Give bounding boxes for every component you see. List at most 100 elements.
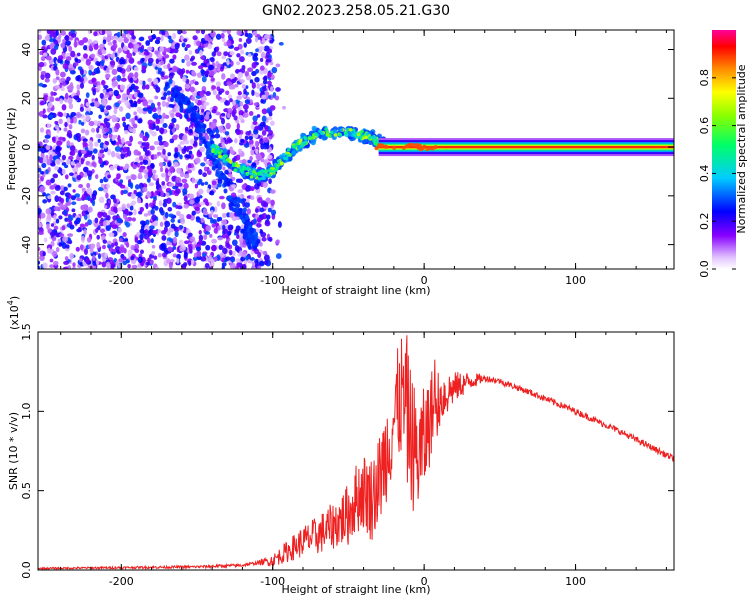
heatmap-track-cell — [234, 162, 239, 166]
heatmap-noise-cell — [133, 43, 140, 49]
heatmap-noise-cell — [199, 146, 205, 153]
heatmap-track-cell — [339, 128, 344, 132]
heatmap-noise-cell — [119, 58, 124, 65]
colorbar-ticks: 0.0 0.2 0.4 0.6 0.8 — [698, 69, 736, 278]
heatmap-noise-cell — [222, 247, 228, 255]
heatmap-noise-cell — [54, 120, 59, 125]
heatmap-noise-cell — [129, 135, 134, 143]
heatmap-noise-cell — [104, 140, 108, 145]
heatmap-noise-cell — [99, 149, 105, 154]
heatmap-noise-cell — [201, 96, 208, 102]
heatmap-noise-cell — [69, 252, 74, 260]
heatmap-track-cell — [300, 144, 305, 148]
heatmap-noise-cell — [209, 190, 215, 196]
heatmap-noise-cell — [146, 190, 151, 198]
heatmap-noise-cell — [241, 93, 247, 98]
heatmap-noise-cell — [173, 152, 179, 159]
heatmap-noise-cell — [239, 101, 244, 107]
heatmap-noise-cell — [238, 237, 244, 243]
heatmap-noise-cell — [99, 142, 105, 149]
heatmap-noise-cell — [209, 233, 213, 238]
heatmap-noise-cell — [164, 220, 171, 228]
heatmap-noise-cell — [196, 250, 202, 258]
heatmap-noise-cell — [251, 261, 256, 267]
heatmap-noise-cell — [42, 52, 48, 57]
heatmap-noise-cell — [150, 102, 156, 110]
heatmap-noise-cell — [142, 107, 148, 112]
heatmap-track-cell — [267, 173, 272, 178]
heatmap-noise-cell — [69, 118, 74, 124]
heatmap-noise-cell — [249, 257, 255, 261]
heatmap-noise-cell — [203, 101, 210, 106]
heatmap-noise-cell — [121, 116, 126, 122]
heatmap-noise-cell — [275, 239, 280, 244]
heatmap-noise-cell — [170, 112, 175, 119]
heatmap-noise-cell — [52, 173, 59, 179]
heatmap-noise-cell — [189, 199, 195, 205]
heatmap-noise-cell — [188, 50, 193, 55]
heatmap-noise-cell — [76, 84, 81, 91]
heatmap-noise-cell — [259, 82, 265, 87]
heatmap-noise-cell — [122, 121, 127, 128]
heatmap-noise-cell — [182, 134, 188, 142]
heatmap-noise-cell — [236, 30, 242, 36]
heatmap-noise-cell — [138, 36, 144, 42]
heatmap-track-cell — [311, 134, 316, 139]
heatmap-noise-cell — [264, 220, 271, 227]
heatmap-noise-cell — [64, 256, 69, 261]
heatmap-noise-cell — [141, 65, 147, 71]
heatmap-track-cell — [236, 198, 241, 203]
heatmap-noise-cell — [83, 228, 87, 236]
heatmap-noise-cell — [39, 185, 46, 193]
heatmap-noise-cell — [233, 115, 238, 121]
heatmap-noise-cell — [148, 182, 155, 187]
heatmap-noise-cell — [65, 40, 71, 46]
heatmap-noise-cell — [66, 117, 71, 124]
heatmap-noise-cell — [188, 260, 192, 266]
heatmap-noise-cell — [117, 182, 123, 187]
heatmap-noise-cell — [49, 154, 53, 162]
heatmap-noise-cell — [83, 248, 89, 255]
heatmap-noise-cell — [80, 158, 84, 165]
heatmap-noise-cell — [111, 68, 118, 76]
heatmap-noise-cell — [61, 104, 67, 111]
heatmap-noise-cell — [103, 84, 109, 89]
heatmap-noise-cell — [61, 168, 66, 175]
heatmap-noise-cell — [142, 159, 149, 165]
heatmap-noise-cell — [109, 165, 115, 171]
heatmap-noise-cell — [48, 114, 54, 119]
heatmap-noise-cell — [57, 238, 62, 244]
heatmap-noise-cell — [140, 224, 145, 231]
heatmap-noise-cell — [53, 225, 59, 231]
heatmap-noise-cell — [172, 108, 176, 113]
heatmap-noise-cell — [173, 47, 179, 54]
heatmap-track-cell — [276, 163, 281, 167]
heatmap-noise-cell — [123, 209, 129, 214]
heatmap-noise-cell — [251, 162, 257, 166]
heatmap-track-cell — [257, 177, 262, 181]
heatmap-noise-cell — [277, 221, 282, 228]
heatmap-noise-cell — [215, 81, 222, 87]
heatmap-noise-cell — [45, 179, 52, 186]
heatmap-track-cell — [430, 146, 435, 151]
heatmap-track-cell — [184, 113, 189, 119]
heatmap-cells — [38, 30, 674, 269]
heatmap-noise-cell — [113, 202, 118, 208]
heatmap-noise-cell — [167, 152, 172, 157]
heatmap-noise-cell — [126, 149, 132, 157]
heatmap-noise-cell — [101, 79, 106, 86]
heatmap-noise-cell — [185, 44, 191, 48]
heatmap-noise-cell — [251, 62, 257, 69]
heatmap-noise-cell — [116, 173, 121, 180]
heatmap-noise-cell — [159, 60, 164, 66]
heatmap-noise-cell — [132, 47, 139, 53]
heatmap-noise-cell — [204, 70, 210, 76]
heatmap-noise-cell — [189, 57, 194, 62]
heatmap-noise-cell — [86, 170, 93, 177]
heatmap-noise-cell — [187, 169, 192, 174]
heatmap-noise-cell — [57, 55, 64, 60]
heatmap-noise-cell — [253, 128, 259, 135]
heatmap-noise-cell — [104, 205, 108, 209]
heatmap-noise-cell — [70, 161, 75, 166]
heatmap-noise-cell — [130, 174, 137, 181]
